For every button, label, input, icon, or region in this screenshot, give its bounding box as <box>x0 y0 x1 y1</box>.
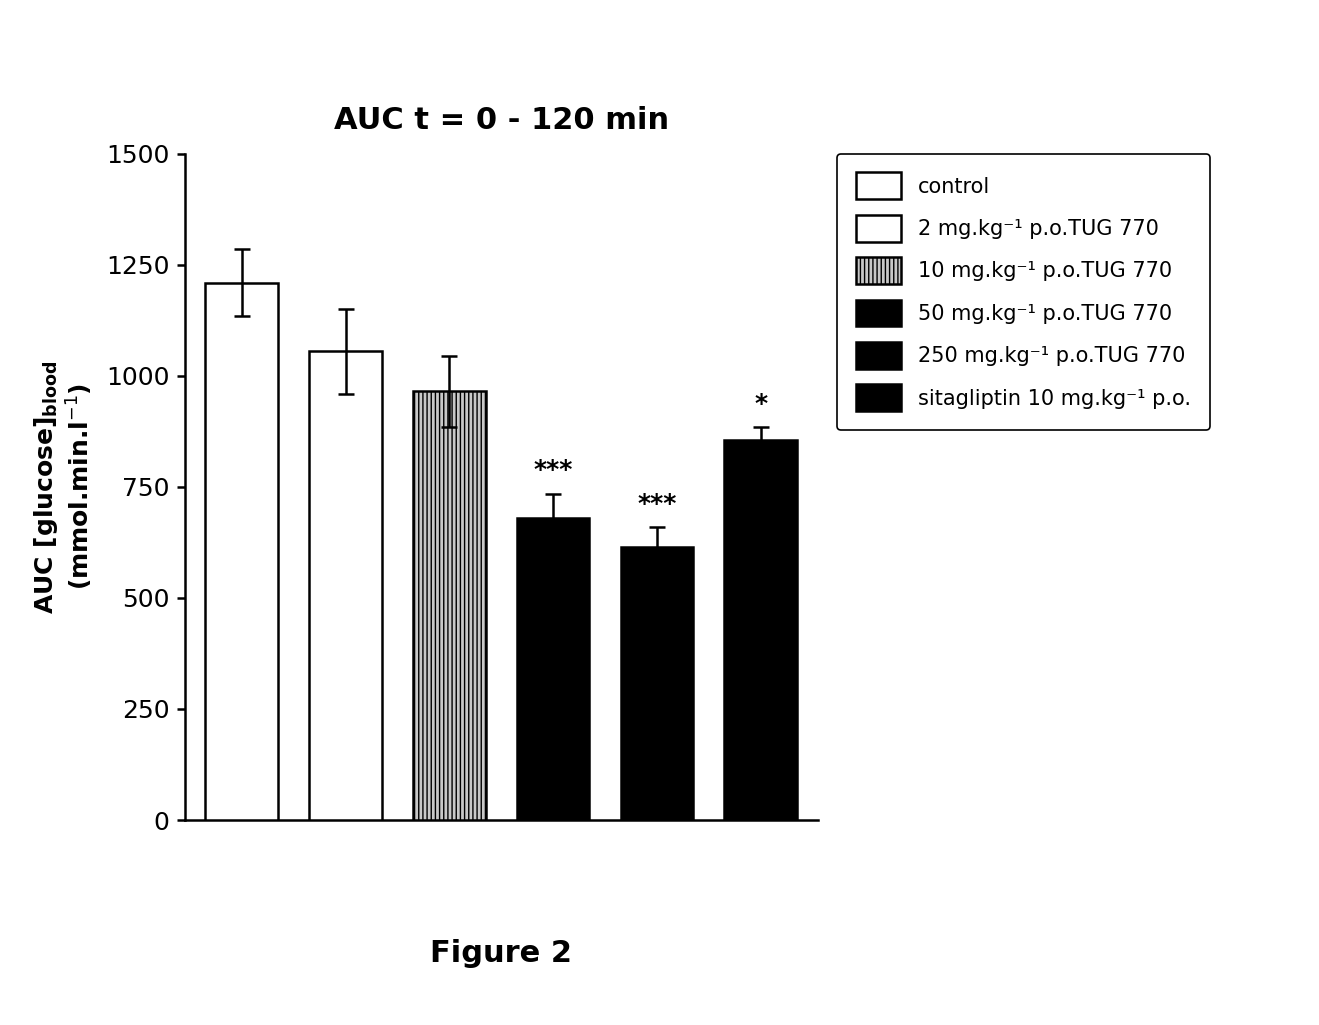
Text: *: * <box>754 392 768 416</box>
Title: AUC t = 0 - 120 min: AUC t = 0 - 120 min <box>334 106 669 134</box>
Bar <box>413 392 485 820</box>
Legend: control, 2 mg.kg⁻¹ p.o.TUG 770, 10 mg.kg⁻¹ p.o.TUG 770, 50 mg.kg⁻¹ p.o.TUG 770, : control, 2 mg.kg⁻¹ p.o.TUG 770, 10 mg.kg… <box>836 154 1210 430</box>
Text: ***: *** <box>637 492 677 516</box>
Y-axis label: AUC [glucose]$_\mathregular{blood}$
(mmol.min.l$^{-1}$): AUC [glucose]$_\mathregular{blood}$ (mmo… <box>32 360 95 614</box>
Bar <box>517 518 590 820</box>
Bar <box>309 352 383 820</box>
Bar <box>620 547 694 820</box>
Bar <box>724 441 797 820</box>
Bar <box>206 283 278 820</box>
Text: ***: *** <box>533 458 572 483</box>
Text: Figure 2: Figure 2 <box>430 939 572 968</box>
